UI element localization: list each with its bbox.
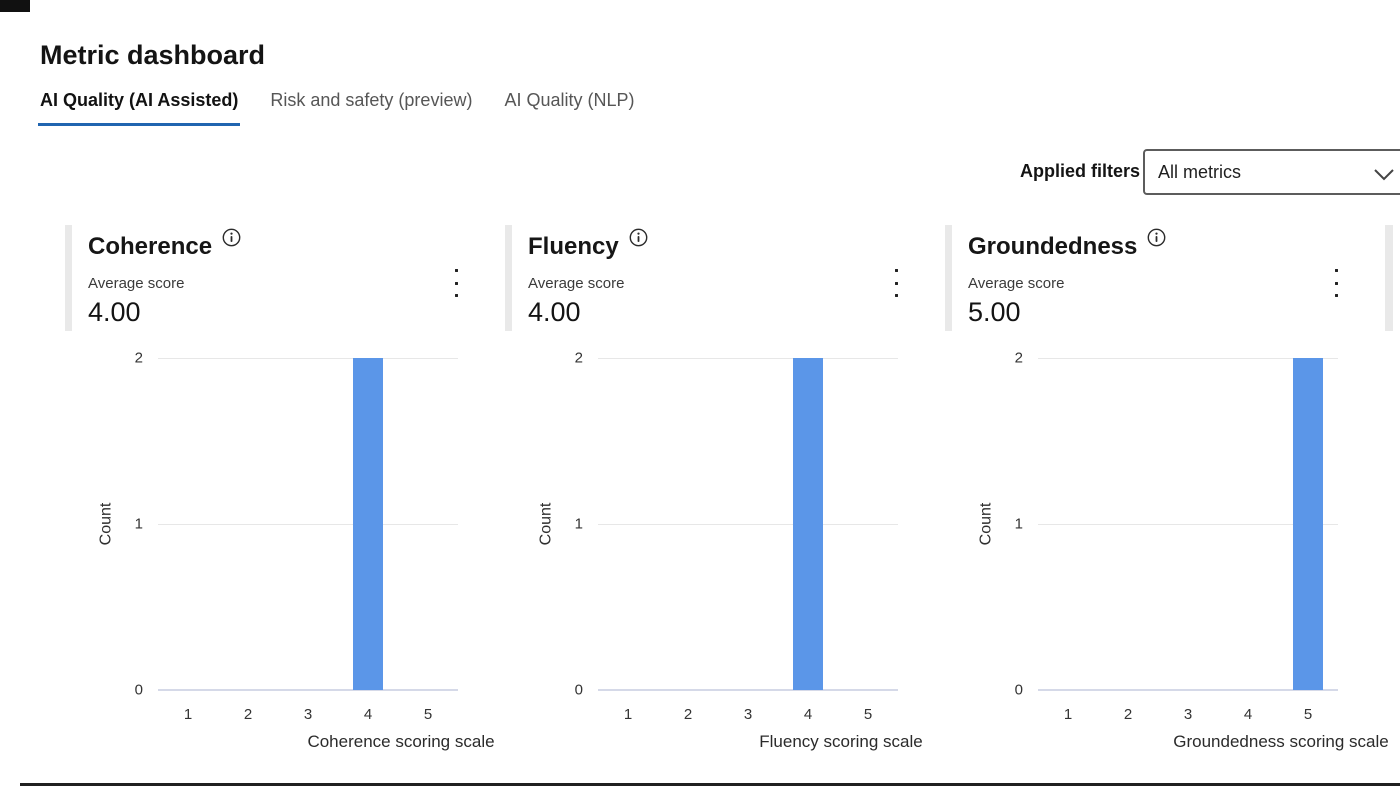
x-tick-label: 2: [683, 706, 693, 723]
x-tick-label: 1: [623, 706, 633, 723]
average-score-value: 5.00: [968, 297, 1021, 327]
applied-filters-label: Applied filters: [1019, 161, 1140, 181]
y-tick-label: 0: [134, 681, 143, 699]
x-tick-label: 2: [243, 706, 253, 723]
info-icon[interactable]: [222, 226, 241, 254]
kebab-menu-icon[interactable]: [1328, 269, 1344, 297]
y-tick-label: 0: [574, 681, 583, 699]
gridline: [1038, 524, 1338, 525]
gridline: [598, 524, 898, 525]
tab-ai-quality-ai-assisted[interactable]: AI Quality (AI Assisted): [38, 90, 241, 126]
y-tick-label: 1: [574, 515, 583, 533]
x-tick-label: 4: [1243, 706, 1253, 723]
average-score-label: Average score: [968, 275, 1065, 292]
gridline: [1038, 358, 1338, 359]
card-title: Fluency: [528, 228, 648, 261]
bar[interactable]: [1293, 358, 1323, 690]
x-tick-label: 2: [1123, 706, 1133, 723]
metric-card-groundedness: Groundedness Average score 5.00 Count Gr…: [945, 225, 1389, 765]
card-title-text: Groundedness: [968, 233, 1138, 260]
tab-bar: AI Quality (AI Assisted) Risk and safety…: [38, 90, 637, 126]
x-axis-label: Groundedness scoring scale: [1173, 732, 1389, 751]
page-title: Metric dashboard: [40, 40, 266, 70]
bar[interactable]: [793, 358, 823, 690]
card-accent-bar: [505, 225, 512, 331]
x-tick-label: 1: [183, 706, 193, 723]
x-tick-label: 5: [423, 706, 433, 723]
info-icon[interactable]: [629, 226, 648, 254]
y-tick-label: 2: [134, 349, 143, 367]
metrics-filter-dropdown[interactable]: All metrics: [1143, 149, 1400, 195]
screen-corner-fragment: [0, 0, 30, 12]
gridline: [158, 524, 458, 525]
kebab-menu-icon[interactable]: [888, 269, 904, 297]
tab-ai-quality-nlp[interactable]: AI Quality (NLP): [504, 90, 635, 110]
x-axis-line: [1038, 689, 1338, 691]
average-score-value: 4.00: [528, 297, 581, 327]
plot-area: Count Fluency scoring scale: [537, 358, 923, 751]
bar-chart: Count Coherence scoring scale 0 1 2 1 2 3 4 5: [65, 350, 505, 758]
y-tick-label: 2: [1014, 349, 1023, 367]
metrics-filter-value: All metrics: [1158, 161, 1242, 182]
y-tick-label: 0: [1014, 681, 1023, 699]
x-axis-line: [598, 689, 898, 691]
x-axis-line: [158, 689, 458, 691]
card-title: Groundedness: [968, 228, 1166, 261]
bar-chart: Count Fluency scoring scale 0 1 2 1 2 3 4 5: [505, 350, 945, 758]
card-title-text: Coherence: [88, 233, 213, 260]
card-accent-bar-clipped: [1385, 225, 1393, 331]
y-tick-label: 1: [1014, 515, 1023, 533]
plot-area: Count Groundedness scoring scale: [977, 358, 1389, 751]
chevron-down-icon[interactable]: [1373, 165, 1395, 186]
x-tick-label: 5: [1303, 706, 1313, 723]
card-accent-bar: [945, 225, 952, 331]
tab-risk-and-safety-preview[interactable]: Risk and safety (preview): [270, 90, 473, 110]
bottom-window-edge: [20, 783, 1400, 786]
plot-area: Count Coherence scoring scale: [97, 358, 495, 751]
average-score-label: Average score: [88, 275, 185, 292]
y-tick-label: 2: [574, 349, 583, 367]
bar-chart: Count Groundedness scoring scale 0 1 2 1 2 3 4…: [945, 350, 1389, 758]
x-tick-label: 3: [303, 706, 313, 723]
gridline: [158, 358, 458, 359]
card-title: Coherence: [88, 228, 241, 261]
kebab-menu-icon[interactable]: [448, 269, 464, 297]
x-tick-label: 1: [1063, 706, 1073, 723]
card-title-text: Fluency: [528, 233, 619, 260]
gridline: [598, 358, 898, 359]
metric-card-fluency: Fluency Average score 4.00 Count Fluency…: [505, 225, 945, 765]
y-tick-label: 1: [134, 515, 143, 533]
x-tick-label: 3: [1183, 706, 1193, 723]
average-score-value: 4.00: [88, 297, 141, 327]
x-tick-label: 4: [803, 706, 813, 723]
metric-card-coherence: Coherence Average score 4.00 Count Coher…: [65, 225, 505, 765]
info-icon[interactable]: [1147, 226, 1166, 254]
bar[interactable]: [353, 358, 383, 690]
card-accent-bar: [65, 225, 72, 331]
x-tick-label: 3: [743, 706, 753, 723]
x-tick-label: 4: [363, 706, 373, 723]
x-axis-label: Coherence scoring scale: [307, 732, 495, 751]
x-axis-label: Fluency scoring scale: [759, 732, 923, 751]
x-tick-label: 5: [863, 706, 873, 723]
average-score-label: Average score: [528, 275, 625, 292]
